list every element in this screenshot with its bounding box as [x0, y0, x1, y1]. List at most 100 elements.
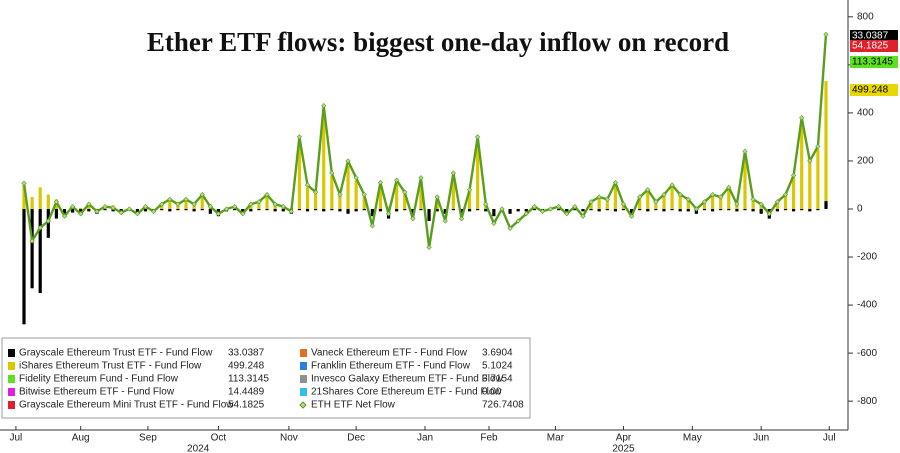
bar: [38, 187, 42, 209]
net-flow-marker: [215, 211, 222, 217]
net-flow-marker: [402, 189, 408, 195]
bar: [200, 208, 204, 211]
bar: [710, 194, 715, 209]
bar: [257, 201, 261, 209]
bar: [79, 207, 83, 209]
bar: [621, 208, 626, 211]
bar: [605, 199, 609, 209]
x-tick-label: Jun: [753, 433, 769, 444]
bar: [354, 180, 358, 209]
net-flow-marker: [29, 238, 35, 244]
legend-value: 5.1024: [482, 361, 513, 372]
net-flow-marker: [304, 182, 311, 188]
bar: [492, 208, 496, 217]
bar: [467, 189, 472, 209]
bar: [751, 208, 755, 212]
net-flow-marker: [110, 205, 116, 211]
net-flow-marker: [677, 191, 683, 198]
bar: [581, 208, 585, 212]
bar: [435, 208, 439, 212]
bar: [589, 201, 593, 209]
net-flow-marker: [523, 211, 529, 217]
plot-area: [21, 31, 829, 325]
bar: [735, 208, 739, 212]
bar: [362, 194, 366, 209]
bar: [646, 189, 650, 209]
net-flow-marker: [799, 115, 805, 121]
net-flow-marker: [596, 194, 602, 200]
bar: [459, 208, 464, 214]
net-flow-marker: [45, 218, 51, 224]
bar: [476, 208, 480, 211]
legend-value: 0.00: [482, 387, 502, 398]
net-flow-marker: [491, 220, 497, 227]
net-flow-marker: [248, 201, 254, 207]
legend-label: Vaneck Ethereum ETF - Fund Flow: [311, 348, 468, 359]
bar: [573, 208, 577, 211]
y-tick-label: 200: [857, 156, 874, 167]
net-flow-marker: [790, 172, 797, 178]
net-flow-marker: [102, 203, 108, 210]
net-flow-marker: [604, 196, 610, 203]
bar: [370, 208, 374, 217]
bar: [791, 175, 796, 209]
legend-value: 33.0387: [228, 348, 265, 359]
x-tick-label: Oct: [211, 433, 227, 444]
bar: [362, 208, 366, 211]
net-flow-marker: [86, 201, 92, 207]
bar: [646, 208, 650, 212]
bar: [565, 208, 569, 212]
x-tick-label: Jan: [417, 433, 433, 444]
net-flow-marker: [588, 199, 594, 205]
value-box: [850, 84, 898, 96]
legend-swatch: [300, 362, 307, 370]
x-tick-label: Nov: [280, 433, 298, 444]
legend-swatch: [8, 375, 15, 383]
bar: [743, 208, 747, 211]
bar: [443, 208, 447, 214]
bar: [54, 208, 59, 219]
legend-label: iShares Ethereum Trust ETF - Fund Flow: [19, 361, 202, 372]
bar: [638, 196, 642, 209]
bar: [395, 208, 399, 212]
bar: [427, 208, 431, 222]
bar: [143, 208, 148, 212]
bar: [22, 208, 26, 325]
bar: [419, 208, 423, 211]
bar: [87, 208, 91, 212]
legend-swatch: [8, 349, 15, 357]
bar: [751, 199, 755, 209]
net-flow-marker: [531, 203, 537, 210]
bar: [654, 201, 658, 209]
net-flow-marker: [475, 134, 481, 140]
bar: [354, 208, 358, 212]
net-flow-marker: [313, 189, 319, 195]
net-flow-marker: [232, 203, 238, 210]
bar: [516, 208, 520, 212]
bar: [192, 208, 196, 212]
net-flow-marker: [118, 209, 124, 216]
legend-swatch: [8, 401, 15, 409]
net-flow-marker: [150, 208, 157, 215]
net-flow-marker: [807, 158, 813, 164]
bar: [168, 199, 172, 209]
net-flow-marker: [547, 206, 554, 212]
bar: [176, 208, 180, 211]
y-tick-label: 400: [857, 108, 874, 119]
net-flow-marker: [734, 201, 740, 207]
net-flow-marker: [353, 175, 359, 181]
legend-swatch: [8, 388, 15, 396]
legend-value: 14.4489: [228, 387, 265, 398]
legend-swatch: [300, 375, 307, 383]
net-flow-marker: [21, 180, 27, 186]
bar: [451, 175, 455, 209]
net-flow-marker: [288, 208, 294, 215]
net-flow-marker: [426, 244, 432, 251]
value-box-label: 33.0387: [852, 31, 889, 42]
value-box: [850, 40, 898, 52]
bar: [395, 182, 399, 209]
net-flow-marker: [620, 201, 627, 207]
bar: [524, 208, 528, 212]
bar: [686, 199, 690, 209]
net-flow-marker: [199, 191, 205, 198]
